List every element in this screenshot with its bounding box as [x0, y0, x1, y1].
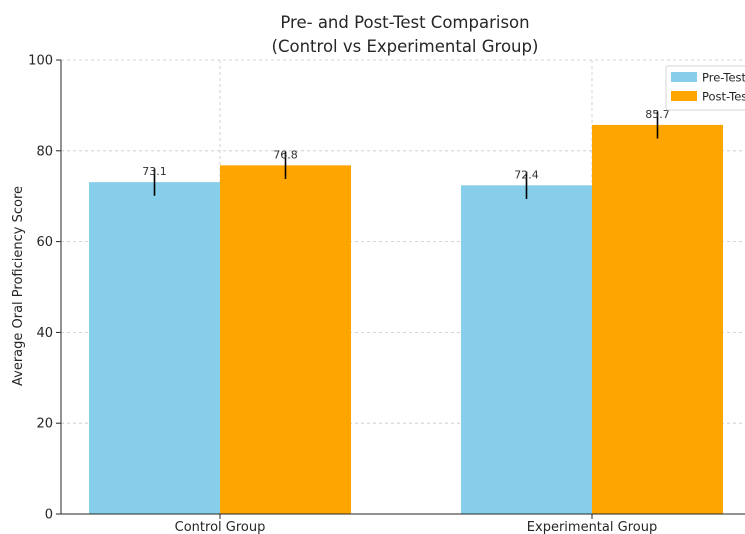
y-tick-label: 0	[45, 508, 53, 523]
x-tick-label: Control Group	[175, 520, 266, 534]
bar-value-label: 76.8	[273, 148, 298, 161]
legend: Pre-Test Post-Test	[665, 65, 745, 111]
bar-value-label: 72.4	[514, 168, 539, 181]
bar-value-label: 85.7	[645, 108, 670, 121]
y-tick-label: 100	[28, 54, 53, 69]
y-axis-label: Average Oral Proficiency Score	[11, 186, 26, 386]
bar-pre-test-0	[89, 182, 220, 514]
bars	[89, 111, 723, 514]
chart-title-line2: (Control vs Experimental Group)	[272, 37, 539, 56]
bar-post-test-0	[220, 165, 351, 514]
bar-value-label: 73.1	[142, 165, 167, 178]
chart-title-line1: Pre- and Post-Test Comparison	[280, 13, 529, 32]
y-tick-label: 80	[36, 144, 53, 159]
y-tick-label: 40	[36, 326, 53, 341]
y-tick-label: 20	[36, 417, 53, 432]
bar-pre-test-1	[461, 185, 592, 514]
legend-label: Pre-Test	[702, 71, 745, 85]
bar-post-test-1	[592, 124, 723, 514]
data-labels: 73.1 72.4 76.8 85.7	[142, 108, 670, 181]
legend-swatch	[671, 72, 697, 82]
legend-label: Post-Test	[702, 90, 745, 104]
x-tick-label: Experimental Group	[527, 520, 657, 534]
axes: 0 20 40 60 80 100 Control Group Experimental Gr…	[28, 54, 745, 534]
legend-swatch	[671, 91, 697, 101]
y-tick-label: 60	[36, 235, 53, 250]
